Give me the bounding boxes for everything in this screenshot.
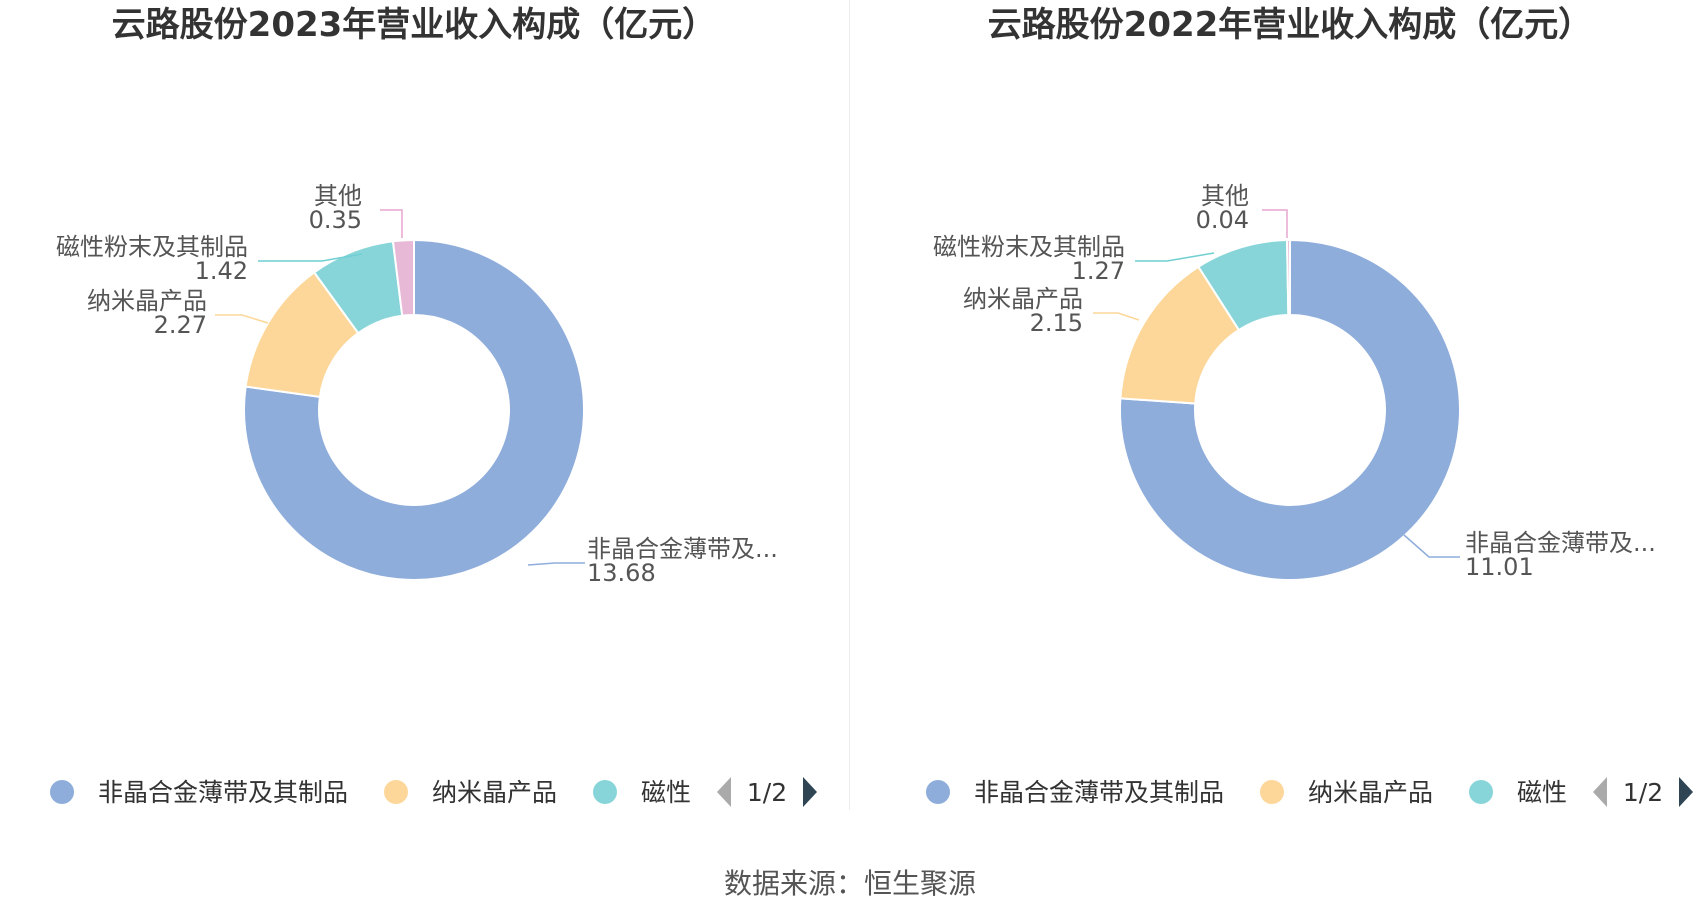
pie-slice-0[interactable] (1119, 238, 1461, 581)
legend-label[interactable]: 磁性 (641, 778, 691, 807)
pie-slice-3[interactable] (1286, 238, 1291, 317)
slice-label: 非晶合金薄带及... (1465, 529, 1656, 557)
legend-marker[interactable] (1260, 780, 1284, 804)
legend-marker[interactable] (593, 780, 617, 804)
legend-prev-icon[interactable] (717, 777, 731, 807)
slice-label: 其他 (1201, 182, 1249, 210)
slice-label: 其他 (314, 182, 362, 210)
legend-next-icon[interactable] (803, 777, 817, 807)
legend-marker[interactable] (384, 780, 408, 804)
legend-marker[interactable] (1469, 780, 1493, 804)
legend-marker[interactable] (926, 780, 950, 804)
label-leader-line (215, 314, 269, 324)
legend-label[interactable]: 磁性 (1517, 778, 1567, 807)
legend-label[interactable]: 非晶合金薄带及其制品 (98, 778, 348, 807)
pie-slice-0[interactable] (243, 238, 585, 581)
slice-value-label: 0.04 (1196, 206, 1249, 234)
legend-marker[interactable] (50, 780, 74, 804)
label-leader-line (380, 209, 403, 238)
label-leader-line (527, 562, 585, 566)
slice-label: 纳米晶产品 (963, 285, 1083, 313)
slice-value-label: 0.35 (309, 206, 362, 234)
slice-value-label: 11.01 (1465, 553, 1534, 581)
legend-next-icon[interactable] (1679, 777, 1693, 807)
chart-title: 云路股份2023年营业收入构成（亿元） (112, 5, 717, 45)
slice-label: 非晶合金薄带及... (587, 535, 778, 563)
slice-value-label: 1.27 (1072, 257, 1125, 285)
slice-label: 纳米晶产品 (87, 287, 207, 315)
label-leader-line (258, 253, 363, 262)
data-source-note: 数据来源：恒生聚源 (723, 867, 976, 900)
chart-panel-1: 云路股份2022年营业收入构成（亿元）非晶合金薄带及...11.01纳米晶产品2… (926, 5, 1693, 807)
pie-slice-3[interactable] (391, 238, 415, 317)
legend-page-indicator: 1/2 (747, 778, 787, 807)
legend-label[interactable]: 纳米晶产品 (432, 778, 557, 807)
label-leader-line (1403, 534, 1460, 558)
label-leader-line (1135, 252, 1215, 262)
slice-value-label: 2.27 (154, 311, 207, 339)
legend-prev-icon[interactable] (1593, 777, 1607, 807)
legend-label[interactable]: 非晶合金薄带及其制品 (974, 778, 1224, 807)
panel-divider (849, 0, 850, 810)
legend-label[interactable]: 纳米晶产品 (1308, 778, 1433, 807)
slice-label: 磁性粉末及其制品 (56, 233, 248, 261)
slice-label: 磁性粉末及其制品 (933, 233, 1125, 261)
chart-title: 云路股份2022年营业收入构成（亿元） (988, 5, 1593, 45)
revenue-composition-charts: 云路股份2023年营业收入构成（亿元）非晶合金薄带及...13.68纳米晶产品2… (50, 5, 1693, 807)
label-leader-line (1262, 209, 1288, 238)
legend-page-indicator: 1/2 (1623, 778, 1663, 807)
label-leader-line (1093, 312, 1140, 321)
chart-panel-0: 云路股份2023年营业收入构成（亿元）非晶合金薄带及...13.68纳米晶产品2… (50, 5, 817, 807)
slice-value-label: 1.42 (195, 257, 248, 285)
slice-value-label: 2.15 (1030, 309, 1083, 337)
slice-value-label: 13.68 (587, 559, 656, 587)
